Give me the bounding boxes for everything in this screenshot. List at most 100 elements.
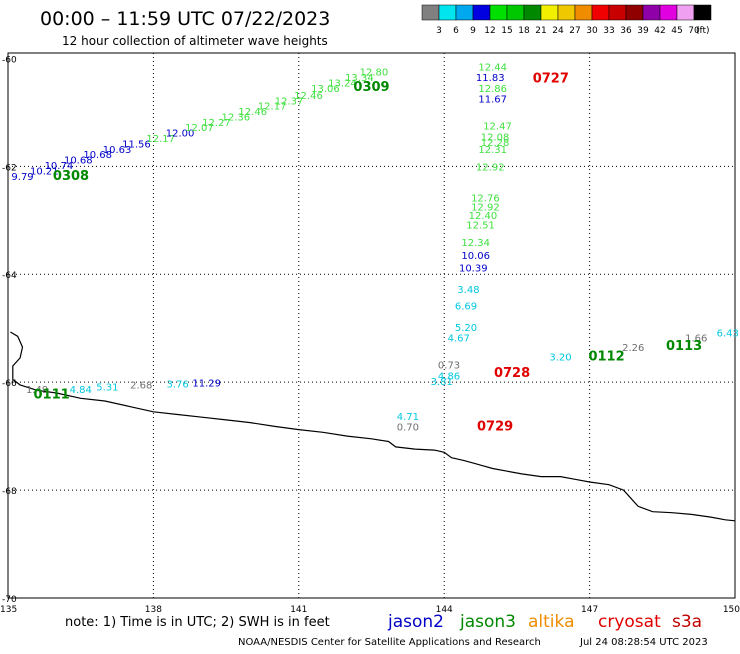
wave-height-label: 10.63 bbox=[103, 145, 132, 156]
longitude-tick-label: 135 bbox=[0, 605, 17, 615]
wave-height-label: 12.46 bbox=[238, 107, 267, 118]
wave-height-label: 9.79 bbox=[11, 172, 33, 183]
colorbar-label: 42 bbox=[654, 26, 665, 36]
wave-height-label: 3.48 bbox=[457, 285, 479, 296]
colorbar-swatch bbox=[591, 4, 610, 21]
colorbar-swatch bbox=[557, 4, 576, 21]
colorbar-swatch bbox=[608, 4, 627, 21]
wave-height-label: 3.20 bbox=[549, 353, 571, 364]
colorbar-label: 15 bbox=[501, 26, 512, 36]
longitude-tick-label: 144 bbox=[436, 605, 453, 615]
wave-height-label: 13.24 bbox=[328, 78, 357, 89]
map-border bbox=[7, 52, 736, 599]
wave-height-label: 4.71 bbox=[397, 412, 419, 423]
colorbar-unit: (ft) bbox=[696, 26, 710, 36]
wave-height-label: 12.31 bbox=[478, 145, 507, 156]
wave-height-label: 4.84 bbox=[70, 385, 92, 396]
colorbar-label: 30 bbox=[586, 26, 598, 36]
wave-height-label: 12.92 bbox=[471, 203, 500, 214]
colorbar-label: 9 bbox=[470, 26, 476, 36]
longitude-tick-label: 147 bbox=[581, 605, 598, 615]
wave-height-label: 0.73 bbox=[438, 361, 460, 372]
wave-height-label: 12.17 bbox=[258, 102, 287, 113]
pass-time-label: 0308 bbox=[53, 169, 89, 184]
wave-height-label: 12.00 bbox=[166, 129, 195, 140]
colorbar-swatch bbox=[455, 4, 474, 21]
map-frame bbox=[7, 52, 736, 599]
wave-height-label: 5.20 bbox=[455, 323, 477, 334]
wave-height-label: 6.43 bbox=[717, 328, 739, 339]
pass-time-label: 0113 bbox=[666, 339, 702, 354]
wave-height-label: 11.67 bbox=[478, 95, 507, 106]
footer-credit: NOAA/NESDIS Center for Satellite Applica… bbox=[238, 637, 541, 648]
colorbar-swatch bbox=[489, 4, 508, 21]
satellite-legend-jason3: jason3 bbox=[459, 612, 516, 632]
map-gridlines bbox=[8, 53, 735, 598]
wave-height-label: 12.76 bbox=[471, 193, 500, 204]
wave-height-label: 13.34 bbox=[345, 73, 374, 84]
pass-time-label: 0111 bbox=[34, 387, 70, 402]
pass-time-label: 0309 bbox=[353, 80, 389, 95]
pass-time-label: 0729 bbox=[477, 420, 513, 435]
wave-height-label: 12.46 bbox=[294, 91, 323, 102]
latitude-tick-label: -70 bbox=[2, 595, 17, 605]
wave-height-label: 10.74 bbox=[45, 161, 74, 172]
wave-height-label: 3.81 bbox=[431, 377, 453, 388]
colorbar-swatch bbox=[421, 4, 440, 21]
colorbar-swatch bbox=[523, 4, 542, 21]
wave-height-label: 12.27 bbox=[202, 118, 231, 129]
longitude-tick-label: 138 bbox=[145, 605, 162, 615]
colorbar-swatch bbox=[574, 4, 593, 21]
colorbar-legend: 3 6 9 12 15 18 21 24 27 30 33 36 39 42 45 70(ft) bbox=[421, 4, 712, 36]
satellite-legend-s3a: s3a bbox=[672, 612, 702, 632]
colorbar-swatch bbox=[625, 4, 644, 21]
map-title: 00:00 – 11:59 UTC 07/22/2023 bbox=[40, 8, 330, 30]
colorbar-swatch bbox=[472, 4, 491, 21]
colorbar-label: 18 bbox=[518, 26, 530, 36]
colorbar-swatch bbox=[693, 4, 712, 21]
wave-height-label: 11.83 bbox=[476, 73, 505, 84]
wave-height-label: 4.67 bbox=[448, 334, 470, 345]
map-subtitle: 12 hour collection of altimeter wave hei… bbox=[62, 34, 328, 48]
colorbar-label: 3 bbox=[436, 26, 442, 36]
wave-height-label: 2.68 bbox=[130, 381, 152, 392]
footer-timestamp: Jul 24 08:28:54 UTC 2023 bbox=[579, 637, 708, 648]
wave-height-label: 12.51 bbox=[466, 220, 495, 231]
wave-height-label: 12.86 bbox=[478, 84, 507, 95]
wave-height-label: 13.06 bbox=[311, 84, 340, 95]
footer-note: note: 1) Time is in UTC; 2) SWH is in fe… bbox=[65, 615, 330, 630]
wave-height-label: 1.66 bbox=[685, 334, 707, 345]
wave-height-label: 1.49 bbox=[26, 385, 48, 396]
colorbar-swatch bbox=[506, 4, 525, 21]
wave-height-label: 12.34 bbox=[461, 238, 490, 249]
latitude-tick-label: -60 bbox=[2, 55, 17, 65]
wave-height-label: 10.68 bbox=[64, 156, 93, 167]
colorbar-label: 39 bbox=[637, 26, 649, 36]
satellite-legend-altika: altika bbox=[528, 612, 575, 632]
wave-height-label: 3.76 bbox=[167, 380, 189, 391]
colorbar-label: 6 bbox=[453, 26, 459, 36]
wave-height-label: 10.68 bbox=[83, 150, 112, 161]
satellite-legend: jason2 jason3 altika cryosat s3a bbox=[387, 612, 702, 632]
pass-time-label: 0112 bbox=[588, 350, 624, 365]
wave-height-label: 11.29 bbox=[192, 378, 221, 389]
wave-height-label: 12.92 bbox=[476, 163, 505, 174]
wave-height-label: 12.17 bbox=[146, 134, 175, 145]
colorbar-swatch bbox=[676, 4, 695, 21]
wave-height-label: 12.08 bbox=[481, 132, 510, 143]
longitude-tick-label: 141 bbox=[290, 605, 307, 615]
colorbar-swatch bbox=[659, 4, 678, 21]
colorbar-label: 27 bbox=[569, 26, 580, 36]
wave-height-label: 10.06 bbox=[461, 251, 490, 262]
satellite-legend-cryosat: cryosat bbox=[598, 612, 661, 632]
coastline bbox=[10, 331, 736, 522]
wave-height-label: 12.40 bbox=[469, 211, 498, 222]
colorbar-label: 21 bbox=[535, 26, 546, 36]
colorbar-label: 33 bbox=[603, 26, 614, 36]
colorbar-label: 24 bbox=[552, 26, 564, 36]
wave-height-labels: 9.7910.2110.7410.6810.6810.6311.5612.171… bbox=[11, 62, 738, 433]
satellite-legend-jason2: jason2 bbox=[387, 612, 444, 632]
wave-height-label: 4.86 bbox=[438, 371, 460, 382]
colorbar-label: 36 bbox=[620, 26, 632, 36]
wave-height-label: 12.37 bbox=[275, 96, 304, 107]
